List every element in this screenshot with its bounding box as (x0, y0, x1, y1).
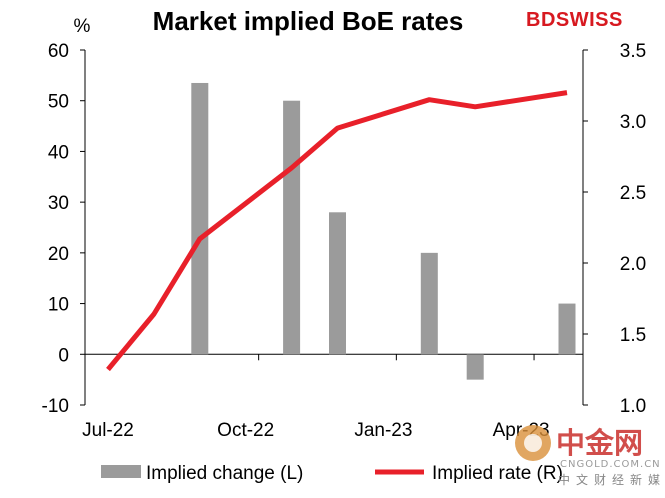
left-axis-tick-label: 0 (58, 345, 69, 366)
implied-rate-line (106, 90, 568, 372)
right-axis-tick-label: 3.5 (620, 41, 646, 62)
legend-swatch-bar (101, 465, 141, 478)
right-axis-tick-labels: 1.0 1.5 2.0 2.5 3.0 3.5 (620, 41, 646, 417)
right-axis-tick-label: 2.5 (620, 183, 646, 204)
bar (420, 252, 438, 355)
left-axis-tick-label: 60 (48, 41, 69, 62)
x-axis-tick-label: Oct-22 (217, 420, 274, 441)
x-axis-tick-label: Jul-22 (82, 420, 134, 441)
left-axis-tick-label: 50 (48, 92, 69, 113)
left-axis-tick-label: 40 (48, 142, 69, 163)
left-axis-tick-label: -10 (42, 396, 69, 417)
bar (329, 212, 346, 355)
brand-logo: BDSWISS (526, 9, 623, 31)
legend: Implied change (L) Implied rate (R) (101, 463, 563, 484)
watermark-sub: 中文财经新媒体 (558, 472, 665, 487)
watermark-main: 中金网 (556, 426, 643, 460)
left-axis-tick-labels: -10 0 10 20 30 40 50 60 (42, 41, 69, 417)
watermark-logo-inner (524, 434, 542, 452)
chart-title: Market implied BoE rates (153, 6, 464, 36)
left-axis-unit: % (74, 16, 91, 37)
bar (558, 303, 576, 355)
left-axis-tick-label: 10 (48, 295, 69, 316)
bar (191, 82, 209, 355)
legend-label-implied-rate: Implied rate (R) (432, 463, 563, 484)
legend-label-implied-change: Implied change (L) (146, 463, 303, 484)
bars-layer (191, 82, 576, 380)
right-axis-tick-label: 3.0 (620, 112, 646, 133)
bar (466, 354, 484, 380)
right-axis-tick-label: 2.0 (620, 254, 646, 275)
left-axis-tick-label: 30 (48, 193, 69, 214)
x-axis-tick-label: Jan-23 (354, 420, 412, 441)
left-axis-tick-label: 20 (48, 244, 69, 265)
watermark-url: CNGOLD.COM.CN (560, 459, 661, 470)
line-layer (106, 90, 568, 372)
watermark: 中金网 CNGOLD.COM.CN 中文财经新媒体 (515, 425, 665, 487)
bar (283, 100, 301, 355)
right-axis-tick-label: 1.5 (620, 325, 646, 346)
right-axis-tick-label: 1.0 (620, 396, 646, 417)
